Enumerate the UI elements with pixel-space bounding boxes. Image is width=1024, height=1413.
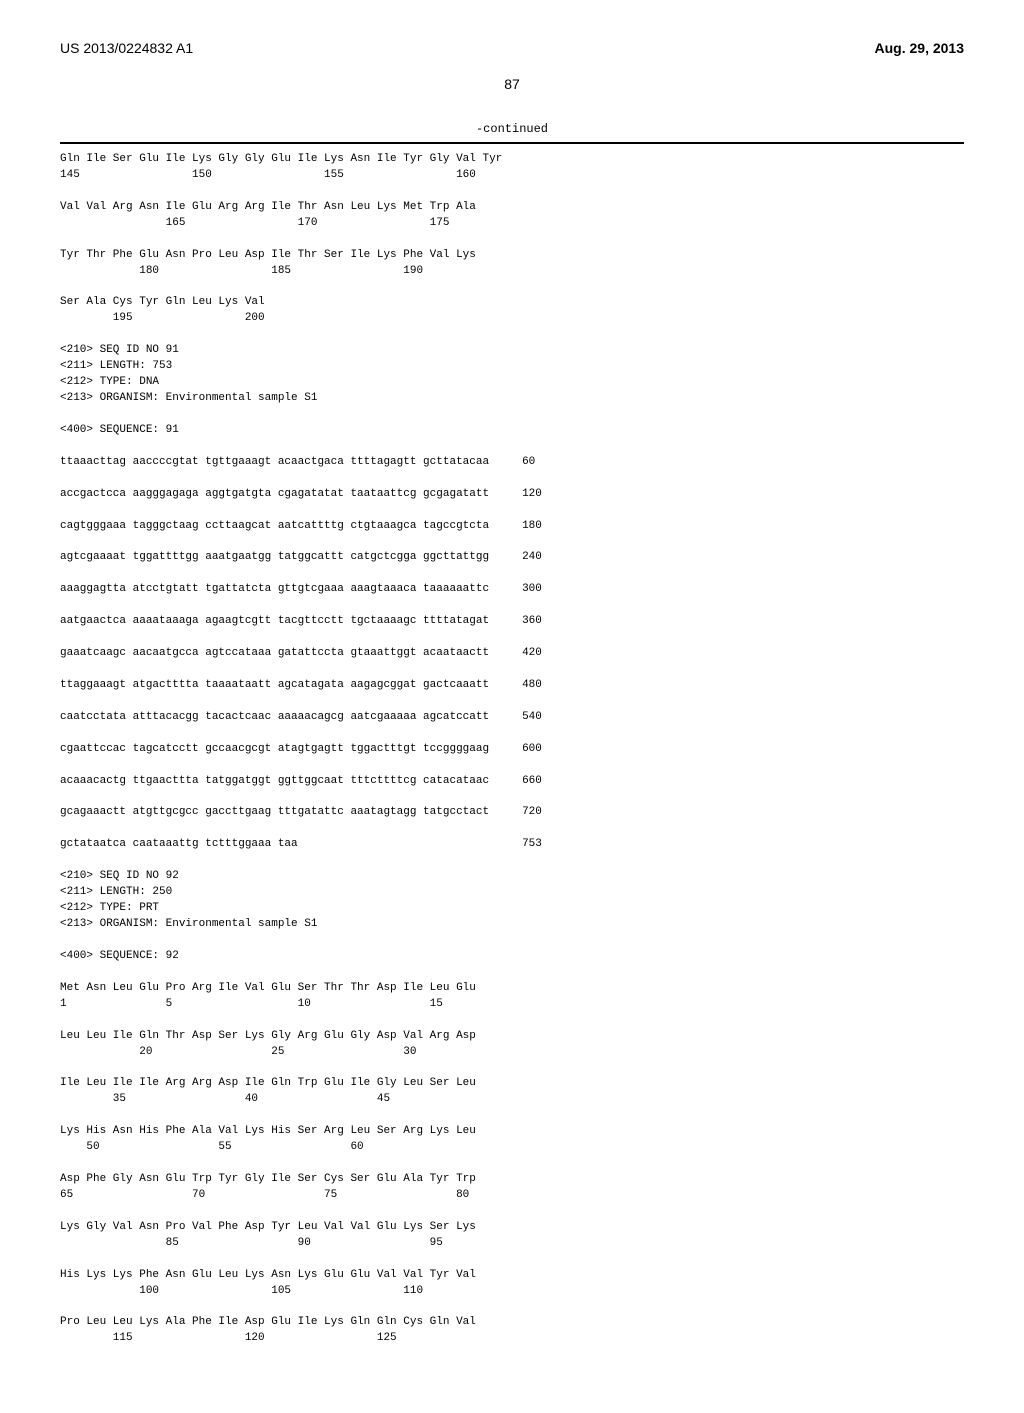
sequence-listing: Gln Ile Ser Glu Ile Lys Gly Gly Glu Ile … xyxy=(60,142,964,1363)
page-number: 87 xyxy=(60,76,964,92)
continued-label: -continued xyxy=(60,122,964,136)
publication-date: Aug. 29, 2013 xyxy=(875,40,965,56)
publication-number: US 2013/0224832 A1 xyxy=(60,40,193,56)
page-header: US 2013/0224832 A1 Aug. 29, 2013 xyxy=(60,40,964,56)
